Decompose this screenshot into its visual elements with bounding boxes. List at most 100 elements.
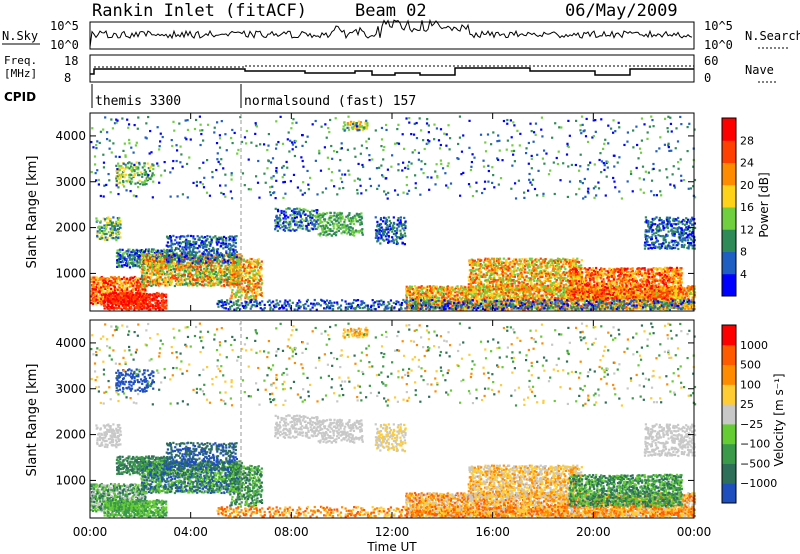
echo-cell [162, 302, 166, 305]
echo-cell [136, 181, 139, 184]
echo-cell [233, 256, 236, 259]
echo-cell [238, 256, 241, 259]
echo-cell [168, 256, 171, 259]
echo-cell [180, 276, 183, 279]
echo-cell [292, 228, 295, 231]
echo-cell [135, 302, 138, 305]
echo-cell [103, 224, 106, 227]
echo-cell [456, 294, 459, 297]
echo-cell [130, 297, 134, 301]
echo-cell [222, 247, 225, 250]
echo-cell [196, 261, 199, 265]
echo-cell [90, 297, 93, 300]
echo-cell [555, 292, 558, 295]
echo-cell [236, 275, 239, 278]
echo-cell [243, 269, 246, 273]
echo-cell [159, 302, 162, 305]
echo-cell [155, 257, 158, 260]
echo-cell [167, 245, 170, 248]
echo-cell [118, 226, 122, 229]
echo-cell [252, 283, 255, 286]
echo-cell [331, 229, 334, 233]
echo-cell [225, 277, 228, 280]
echo-cell [116, 258, 119, 262]
echo-cell [239, 278, 242, 282]
echo-cell [563, 293, 566, 297]
echo-cell [140, 295, 144, 299]
echo-cell [242, 265, 245, 269]
echo-cell [199, 268, 203, 272]
echo-cell [361, 228, 364, 231]
echo-cell [386, 226, 390, 229]
echo-cell [108, 299, 111, 302]
echo-cell [248, 271, 251, 274]
echo-cell [423, 296, 427, 299]
echo-cell [98, 287, 101, 290]
echo-cell [174, 268, 178, 271]
echo-cell [236, 263, 240, 266]
nave-tick-top: 60 [704, 54, 718, 68]
echo-cell [180, 260, 183, 263]
echo-cell [230, 257, 233, 260]
echo-cell [141, 183, 145, 186]
echo-cell [130, 254, 134, 257]
echo-cell [118, 264, 121, 267]
echo-cell [222, 280, 225, 283]
echo-cell [219, 271, 223, 274]
echo-cell [144, 289, 147, 292]
echo-cell [124, 301, 128, 304]
echo-cell [143, 267, 146, 270]
echo-cell [235, 293, 238, 297]
echo-cell [139, 293, 142, 296]
echo-cell [295, 228, 298, 232]
echo-cell [133, 165, 136, 168]
echo-cell [138, 305, 141, 308]
echo-cell [178, 267, 181, 270]
echo-cell [625, 305, 628, 309]
echo-cell [154, 267, 157, 270]
echo-cell [128, 248, 131, 251]
echo-cell [183, 279, 186, 282]
echo-cell [260, 263, 263, 266]
echo-cell [293, 211, 296, 214]
echo-cell [164, 305, 167, 308]
echo-cell [165, 249, 169, 252]
echo-cell [208, 235, 212, 238]
echo-cell [192, 253, 195, 257]
echo-cell [182, 260, 185, 264]
echo-cell [146, 268, 150, 271]
echo-cell [284, 217, 287, 220]
echo-cell [112, 227, 115, 230]
echo-cell [149, 280, 153, 283]
echo-cell [157, 307, 160, 310]
echo-cell [167, 280, 170, 284]
echo-cell [148, 297, 152, 301]
echo-cell [120, 288, 123, 291]
echo-cell [137, 265, 140, 268]
echo-cell [350, 221, 353, 224]
echo-cell [124, 167, 127, 170]
echo-cell [234, 264, 237, 267]
echo-cell [153, 278, 156, 281]
echo-cell [108, 279, 111, 282]
echo-cell [198, 270, 201, 273]
echo-cell [166, 282, 169, 285]
echo-cell [193, 238, 197, 241]
echo-cell [154, 299, 157, 302]
echo-cell [152, 305, 155, 309]
echo-cell [153, 293, 157, 296]
echo-cell [483, 297, 486, 300]
echo-cell [403, 223, 406, 227]
echo-cell [165, 260, 169, 263]
echo-cell [253, 295, 256, 298]
echo-cell [215, 253, 218, 256]
echo-cell [180, 278, 183, 282]
echo-cell [231, 282, 234, 286]
echo-cell [101, 290, 104, 293]
echo-cell [437, 287, 440, 290]
echo-cell [141, 304, 144, 308]
echo-cell [198, 244, 201, 247]
echo-cell [104, 229, 107, 232]
echo-cell [214, 260, 217, 263]
echo-cell [255, 294, 258, 297]
